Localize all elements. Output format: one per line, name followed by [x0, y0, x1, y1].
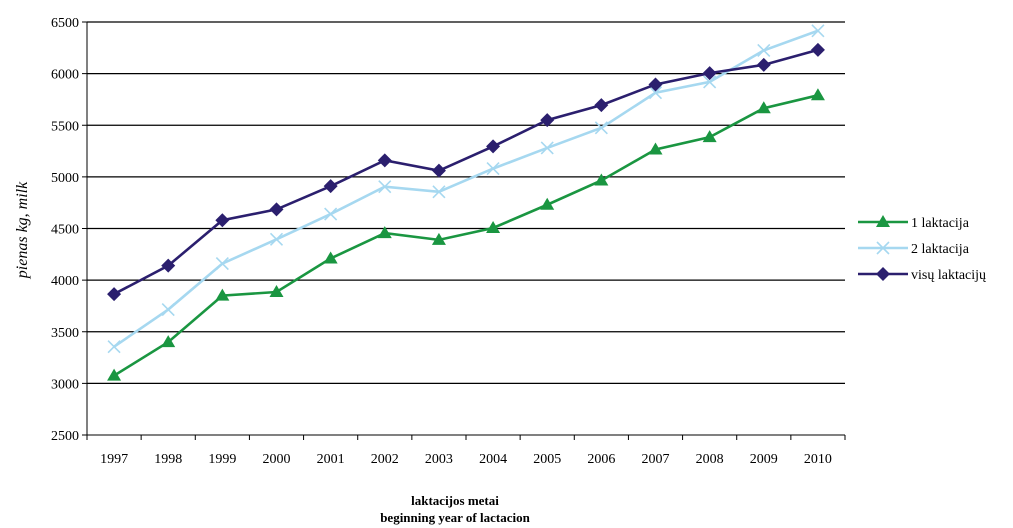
legend-label: visų laktacijų [911, 268, 986, 283]
data-point [215, 288, 230, 301]
y-tick-labels: 2500 3000 3500 4000 4500 5000 5500 6000 6500 [51, 16, 79, 444]
y-tick-label: 6000 [51, 68, 79, 83]
y-tick-label: 5500 [51, 119, 79, 134]
series-line [113, 94, 819, 377]
data-point [594, 121, 608, 135]
data-point [161, 335, 176, 348]
data-point [756, 101, 771, 114]
legend-item-2: 2 laktacija [858, 241, 970, 257]
x-tick-label: 1999 [208, 452, 236, 467]
data-point [756, 57, 771, 72]
data-point [269, 202, 284, 217]
y-tick-label: 2500 [51, 429, 79, 444]
legend-label: 1 laktacija [911, 216, 970, 231]
x-tick-label: 2001 [317, 452, 345, 467]
data-point [648, 86, 663, 100]
data-point [377, 226, 392, 239]
data-point [107, 368, 122, 381]
gridlines [87, 21, 845, 384]
series-group [107, 24, 825, 381]
x-tick-label: 2004 [479, 452, 507, 467]
data-point [486, 220, 501, 233]
data-point [810, 88, 825, 101]
data-point [540, 113, 555, 128]
legend-item-3: visų laktacijų [858, 267, 986, 283]
x-axis-label-line2: beginning year of lactacion [380, 510, 530, 525]
data-point [377, 153, 392, 168]
legend-label: 2 laktacija [911, 242, 970, 257]
series-line [113, 29, 819, 348]
series-line [113, 48, 819, 296]
y-axis-label: pienas kg, milk [14, 181, 31, 279]
data-point [215, 257, 229, 271]
data-point [486, 162, 500, 176]
data-point [702, 130, 717, 143]
series-2 [107, 24, 825, 354]
data-point [757, 43, 771, 57]
data-point [648, 142, 663, 155]
series-3 [107, 42, 825, 302]
data-point [594, 173, 609, 186]
legend-marker [876, 267, 890, 281]
data-point [431, 163, 446, 178]
data-point [810, 42, 825, 57]
x-tick-label: 2005 [533, 452, 561, 467]
x-tick-label: 2000 [263, 452, 291, 467]
data-point [161, 258, 176, 273]
series-1 [107, 88, 825, 381]
y-tick-label: 4000 [51, 274, 79, 289]
y-tick-label: 3500 [51, 326, 79, 341]
x-tick-label: 2003 [425, 452, 453, 467]
data-point [107, 287, 122, 302]
legend-marker [876, 241, 890, 255]
data-point [432, 185, 446, 199]
data-point [269, 284, 284, 297]
legend-marker [876, 215, 890, 227]
data-point [324, 207, 338, 221]
data-point [594, 98, 609, 113]
x-tick-label: 2009 [750, 452, 778, 467]
data-point [161, 302, 175, 317]
y-tick-label: 6500 [51, 16, 79, 31]
data-point [378, 180, 392, 194]
x-axis-label-line1: laktacijos metai [411, 493, 499, 508]
x-tick-label: 2010 [804, 452, 832, 467]
data-point [431, 232, 446, 245]
data-point [703, 75, 717, 89]
data-point [215, 213, 230, 228]
y-tick-label: 4500 [51, 223, 79, 238]
legend-item-1: 1 laktacija [858, 215, 970, 231]
data-point [702, 66, 717, 81]
data-point [107, 340, 121, 354]
data-point [323, 251, 338, 264]
x-tick-label: 2002 [371, 452, 399, 467]
data-point [540, 197, 555, 210]
data-point [540, 141, 554, 155]
x-tick-labels: 1997 1998 1999 2000 2001 2002 2003 2004 2005 2006… [100, 452, 832, 467]
x-tick-label: 1998 [154, 452, 182, 467]
data-point [323, 179, 338, 194]
y-tick-label: 5000 [51, 171, 79, 186]
data-point [811, 24, 825, 38]
data-point [269, 232, 284, 246]
x-tick-label: 2007 [642, 452, 670, 467]
data-point [486, 139, 501, 154]
data-point [648, 77, 663, 92]
x-tick-label: 2008 [696, 452, 724, 467]
y-tick-label: 3000 [51, 377, 79, 392]
legend: 1 laktacija 2 laktacija visų laktacijų [858, 215, 986, 283]
axes [82, 21, 846, 440]
x-tick-label: 1997 [100, 452, 128, 467]
x-tick-label: 2006 [587, 452, 615, 467]
